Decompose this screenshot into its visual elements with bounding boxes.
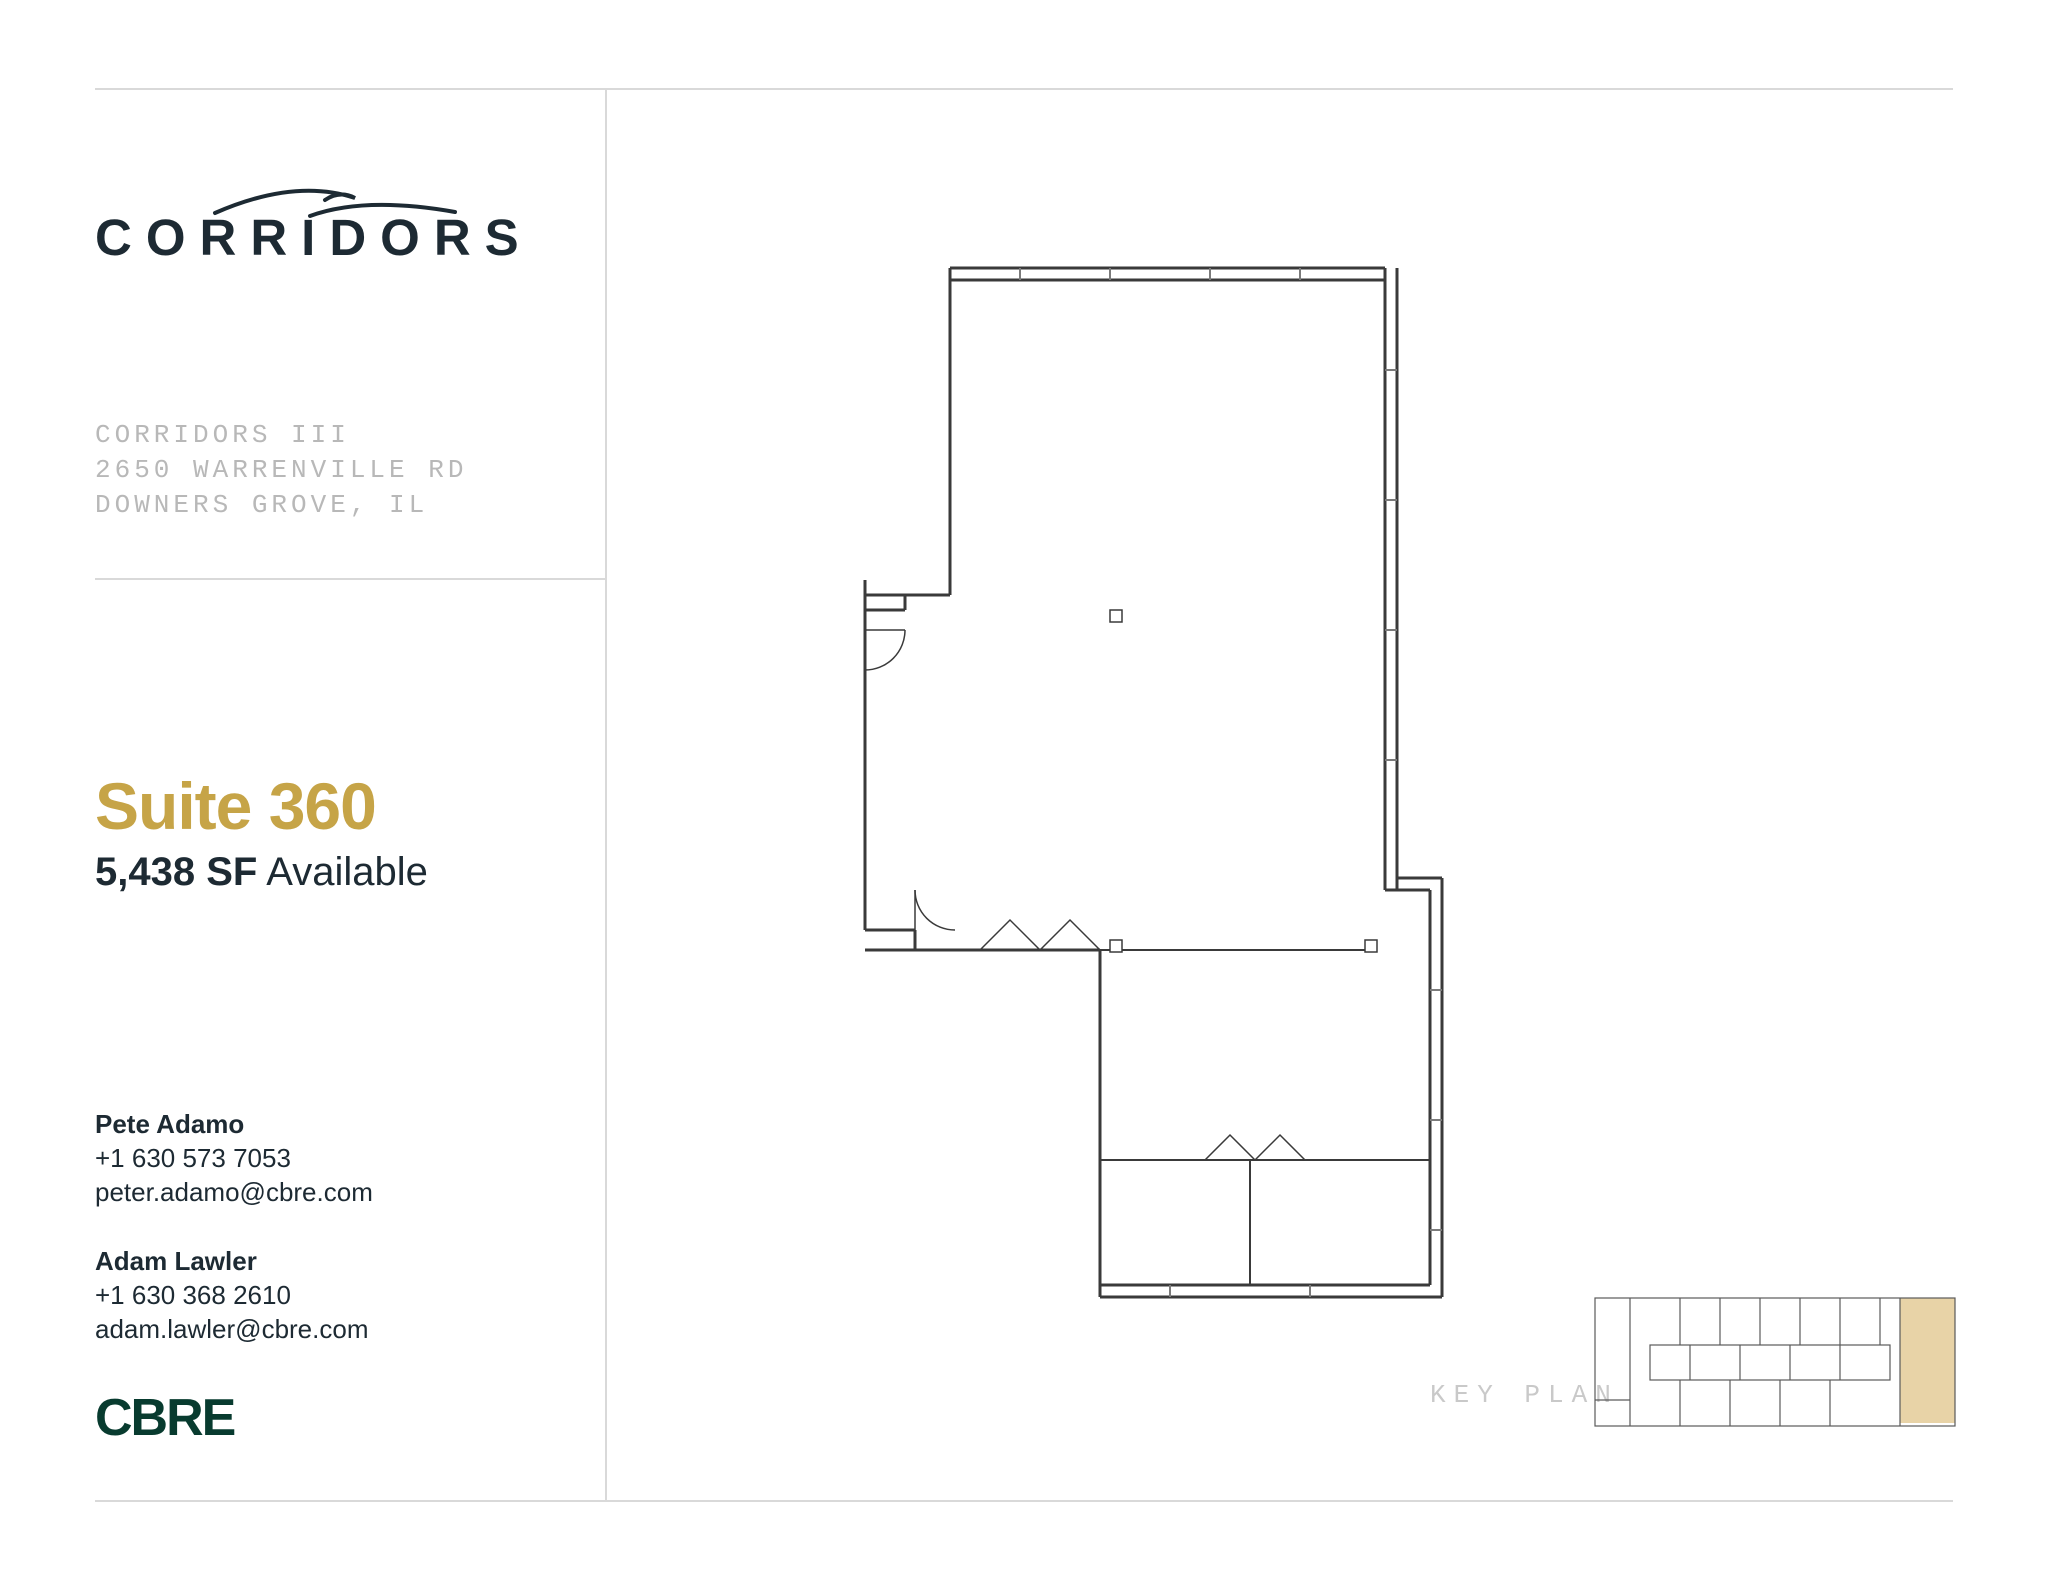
contact-email: adam.lawler@cbre.com xyxy=(95,1313,373,1347)
contact-name: Pete Adamo xyxy=(95,1108,373,1142)
contact-block: Adam Lawler +1 630 368 2610 adam.lawler@… xyxy=(95,1245,373,1346)
rule-vertical xyxy=(605,88,607,1500)
suite-title: Suite 360 xyxy=(95,768,428,844)
page: CORRIDORS CORRIDORS III 2650 WARRENVILLE… xyxy=(0,0,2048,1583)
address-line-1: CORRIDORS III xyxy=(95,418,467,453)
rule-top xyxy=(95,88,1953,90)
rule-mid xyxy=(95,578,605,580)
rule-bottom xyxy=(95,1500,1953,1502)
address-line-3: DOWNERS GROVE, IL xyxy=(95,488,467,523)
brand-swoosh-icon xyxy=(205,168,465,228)
suite-sf-line: 5,438 SF Available xyxy=(95,850,428,895)
brand-logo: CORRIDORS xyxy=(95,208,515,267)
floorplan-diagram xyxy=(810,250,1470,1310)
contact-phone: +1 630 573 7053 xyxy=(95,1142,373,1176)
contact-phone: +1 630 368 2610 xyxy=(95,1279,373,1313)
suite-sf-value: 5,438 SF xyxy=(95,850,257,894)
contact-email: peter.adamo@cbre.com xyxy=(95,1176,373,1210)
suite-sf-status: Available xyxy=(266,850,428,894)
contact-block: Pete Adamo +1 630 573 7053 peter.adamo@c… xyxy=(95,1108,373,1209)
address-line-2: 2650 WARRENVILLE RD xyxy=(95,453,467,488)
keyplan-diagram xyxy=(1590,1290,1960,1440)
suite-block: Suite 360 5,438 SF Available xyxy=(95,768,428,895)
contact-name: Adam Lawler xyxy=(95,1245,373,1279)
broker-logo: CBRE xyxy=(95,1388,234,1448)
address-block: CORRIDORS III 2650 WARRENVILLE RD DOWNER… xyxy=(95,418,467,523)
contacts: Pete Adamo +1 630 573 7053 peter.adamo@c… xyxy=(95,1108,373,1383)
